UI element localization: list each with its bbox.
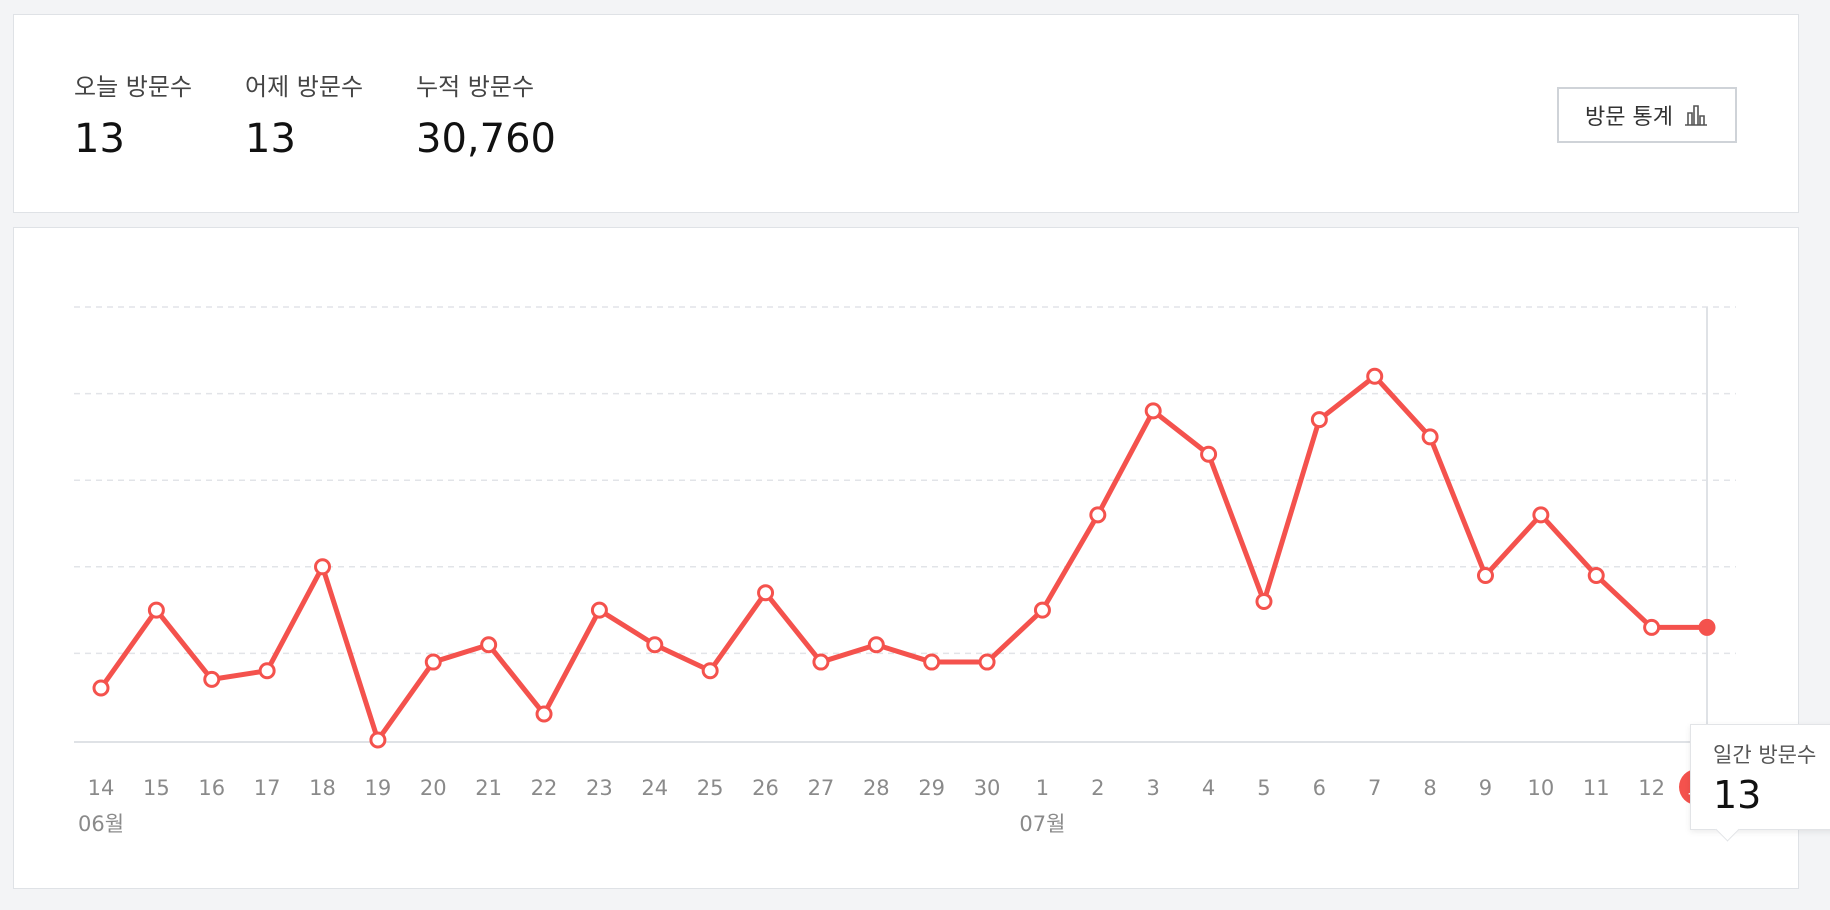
x-tick-label: 3	[1147, 776, 1160, 800]
today-visits-value: 13	[74, 116, 125, 162]
x-tick-label: 10	[1527, 776, 1554, 800]
x-tick-label: 7	[1368, 776, 1381, 800]
data-point[interactable]	[314, 558, 332, 576]
total-visits-label: 누적 방문수	[416, 73, 535, 101]
data-point[interactable]	[424, 653, 442, 671]
yesterday-visits: 어제 방문수 13	[245, 67, 363, 162]
data-point[interactable]	[1532, 506, 1550, 524]
x-tick-label: 9	[1479, 776, 1492, 800]
visit-stats-button-label: 방문 통계	[1585, 105, 1673, 130]
x-month-label: 06월	[78, 812, 124, 836]
data-points	[92, 367, 1716, 749]
data-point[interactable]	[147, 601, 165, 619]
series-line	[98, 373, 1707, 743]
data-point[interactable]	[92, 679, 110, 697]
tooltip-label: 일간 방문수	[1713, 743, 1817, 767]
x-tick-label: 5	[1257, 776, 1270, 800]
data-point[interactable]	[1089, 506, 1107, 524]
data-point[interactable]	[978, 653, 996, 671]
data-point[interactable]	[369, 731, 387, 749]
data-point[interactable]	[1643, 618, 1661, 636]
x-tick-label: 21	[475, 776, 502, 800]
today-visits: 오늘 방문수 13	[74, 67, 192, 162]
x-tick-label: 27	[808, 776, 835, 800]
x-tick-labels: 14 15 16 17 18 19 20 21 22 23 24 25 26 27 28 29 30 1 2 3 4 5 6…	[78, 769, 1735, 836]
data-point[interactable]	[701, 662, 719, 680]
grid-lines	[74, 306, 1736, 655]
daily-visits-chart-panel: 14 15 16 17 18 19 20 21 22 23 24 25 26 27 28 29 30 1 2 3 4 5 6…	[13, 227, 1830, 889]
x-tick-label: 25	[697, 776, 724, 800]
data-point-today[interactable]	[1698, 618, 1716, 636]
data-point[interactable]	[590, 601, 608, 619]
x-tick-label: 14	[88, 776, 115, 800]
x-tick-label: 22	[531, 776, 558, 800]
data-point[interactable]	[1310, 411, 1328, 429]
data-point[interactable]	[1476, 566, 1494, 584]
visit-stats-panel: 오늘 방문수 13 어제 방문수 13 누적 방문수 30,760 방문 통계	[13, 14, 1799, 213]
data-point[interactable]	[646, 636, 664, 654]
x-tick-label: 8	[1423, 776, 1436, 800]
data-point[interactable]	[923, 653, 941, 671]
bar-chart-icon	[1684, 105, 1707, 126]
x-tick-label: 11	[1583, 776, 1610, 800]
x-tick-label: 23	[586, 776, 613, 800]
x-tick-label: 6	[1313, 776, 1326, 800]
data-point[interactable]	[867, 636, 885, 654]
data-point[interactable]	[1144, 402, 1162, 420]
visit-stats-button[interactable]: 방문 통계	[1557, 87, 1737, 143]
x-tick-label: 17	[254, 776, 281, 800]
x-tick-label: 12	[1638, 776, 1665, 800]
daily-visits-line-chart: 14 15 16 17 18 19 20 21 22 23 24 25 26 27 28 29 30 1 2 3 4 5 6…	[74, 306, 1738, 836]
x-tick-label: 2	[1091, 776, 1104, 800]
x-tick-label: 4	[1202, 776, 1215, 800]
data-point[interactable]	[1255, 592, 1273, 610]
data-point[interactable]	[258, 662, 276, 680]
x-tick-label: 15	[143, 776, 170, 800]
daily-visits-tooltip: 일간 방문수 13	[1690, 724, 1830, 830]
x-tick-label: 26	[752, 776, 779, 800]
data-point[interactable]	[535, 705, 553, 723]
x-tick-label: 18	[309, 776, 336, 800]
total-visits: 누적 방문수 30,760	[416, 67, 556, 162]
x-tick-label: 16	[198, 776, 225, 800]
x-tick-label: 20	[420, 776, 447, 800]
x-tick-label: 30	[974, 776, 1001, 800]
x-tick-label: 19	[365, 776, 392, 800]
data-point[interactable]	[757, 584, 775, 602]
x-tick-label: 29	[918, 776, 945, 800]
x-tick-label: 28	[863, 776, 890, 800]
data-point[interactable]	[1033, 601, 1051, 619]
data-point[interactable]	[1366, 367, 1384, 385]
tooltip-value: 13	[1713, 773, 1762, 817]
total-visits-value: 30,760	[416, 116, 556, 162]
data-point[interactable]	[203, 670, 221, 688]
data-point[interactable]	[1421, 428, 1439, 446]
x-month-label: 07월	[1019, 812, 1065, 836]
yesterday-visits-label: 어제 방문수	[245, 73, 364, 101]
today-visits-label: 오늘 방문수	[74, 73, 193, 101]
data-point[interactable]	[1200, 445, 1218, 463]
yesterday-visits-value: 13	[245, 116, 296, 162]
x-tick-label: 1	[1036, 776, 1049, 800]
data-point[interactable]	[812, 653, 830, 671]
x-tick-label: 24	[641, 776, 668, 800]
data-point[interactable]	[1587, 566, 1605, 584]
data-point[interactable]	[480, 636, 498, 654]
